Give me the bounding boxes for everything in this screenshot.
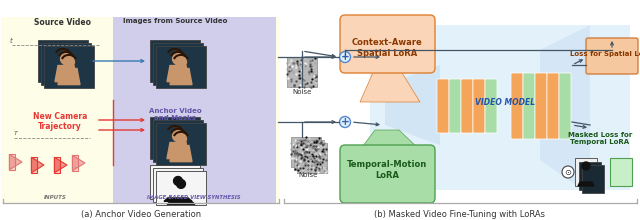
FancyBboxPatch shape bbox=[156, 171, 206, 205]
FancyBboxPatch shape bbox=[586, 38, 638, 74]
Polygon shape bbox=[167, 201, 195, 204]
FancyBboxPatch shape bbox=[44, 46, 94, 88]
Polygon shape bbox=[540, 25, 590, 195]
Text: Loss for Spatial LoRA: Loss for Spatial LoRA bbox=[570, 51, 640, 57]
FancyBboxPatch shape bbox=[41, 43, 91, 85]
Text: +: + bbox=[340, 117, 349, 127]
Text: (a) Anchor Video Generation: (a) Anchor Video Generation bbox=[81, 210, 201, 219]
FancyBboxPatch shape bbox=[473, 79, 485, 133]
Text: ⊙: ⊙ bbox=[564, 167, 572, 176]
Text: IMAGE-BASED VIEW SYNTHESIS: IMAGE-BASED VIEW SYNTHESIS bbox=[147, 195, 241, 200]
FancyBboxPatch shape bbox=[1, 17, 279, 203]
Polygon shape bbox=[54, 157, 67, 173]
Polygon shape bbox=[54, 157, 60, 173]
Text: Anchor Video
and Masks: Anchor Video and Masks bbox=[148, 108, 202, 121]
Polygon shape bbox=[58, 68, 80, 85]
Circle shape bbox=[170, 128, 180, 138]
Text: INPUTS: INPUTS bbox=[44, 195, 67, 200]
Text: (b) Masked Video Fine-Tuning with LoRAs: (b) Masked Video Fine-Tuning with LoRAs bbox=[374, 210, 545, 219]
FancyBboxPatch shape bbox=[150, 40, 200, 82]
FancyBboxPatch shape bbox=[511, 73, 523, 139]
Text: T: T bbox=[14, 131, 18, 136]
FancyBboxPatch shape bbox=[156, 123, 206, 165]
Circle shape bbox=[171, 174, 179, 182]
Circle shape bbox=[339, 117, 351, 128]
Text: Images from Source Video: Images from Source Video bbox=[123, 18, 227, 24]
FancyBboxPatch shape bbox=[291, 137, 321, 167]
FancyBboxPatch shape bbox=[153, 120, 203, 162]
Polygon shape bbox=[10, 154, 22, 170]
FancyBboxPatch shape bbox=[287, 57, 317, 87]
Polygon shape bbox=[10, 154, 15, 170]
Circle shape bbox=[582, 162, 590, 170]
Polygon shape bbox=[360, 130, 420, 150]
Text: ...: ... bbox=[70, 160, 79, 170]
Polygon shape bbox=[360, 68, 420, 102]
FancyBboxPatch shape bbox=[449, 79, 461, 133]
Polygon shape bbox=[167, 143, 189, 159]
Circle shape bbox=[63, 57, 74, 67]
Circle shape bbox=[175, 57, 186, 67]
Polygon shape bbox=[385, 65, 440, 145]
FancyBboxPatch shape bbox=[559, 73, 571, 139]
FancyBboxPatch shape bbox=[575, 158, 597, 186]
Polygon shape bbox=[170, 145, 192, 162]
FancyBboxPatch shape bbox=[294, 140, 324, 170]
Text: t: t bbox=[10, 38, 13, 44]
Text: Noise: Noise bbox=[298, 172, 317, 178]
FancyBboxPatch shape bbox=[113, 17, 276, 203]
FancyBboxPatch shape bbox=[156, 46, 206, 88]
FancyBboxPatch shape bbox=[297, 143, 327, 173]
FancyBboxPatch shape bbox=[340, 15, 435, 73]
FancyBboxPatch shape bbox=[153, 168, 203, 202]
FancyBboxPatch shape bbox=[150, 165, 200, 199]
FancyBboxPatch shape bbox=[547, 73, 559, 139]
FancyBboxPatch shape bbox=[38, 40, 88, 82]
FancyBboxPatch shape bbox=[610, 158, 632, 186]
FancyBboxPatch shape bbox=[535, 73, 547, 139]
Text: Masked Loss for
Temporal LoRA: Masked Loss for Temporal LoRA bbox=[568, 132, 632, 145]
Circle shape bbox=[173, 53, 184, 64]
Polygon shape bbox=[164, 198, 192, 201]
Polygon shape bbox=[52, 62, 74, 79]
Circle shape bbox=[177, 180, 186, 188]
Text: Context-Aware
Spatial LoRA: Context-Aware Spatial LoRA bbox=[351, 38, 422, 58]
Polygon shape bbox=[55, 66, 77, 82]
Polygon shape bbox=[170, 68, 192, 85]
FancyBboxPatch shape bbox=[340, 145, 435, 203]
FancyBboxPatch shape bbox=[582, 165, 604, 193]
Circle shape bbox=[339, 51, 351, 62]
Polygon shape bbox=[31, 157, 37, 173]
Polygon shape bbox=[72, 155, 85, 171]
Polygon shape bbox=[167, 66, 189, 82]
Polygon shape bbox=[164, 62, 186, 79]
FancyBboxPatch shape bbox=[461, 79, 473, 133]
FancyBboxPatch shape bbox=[150, 117, 200, 159]
Text: Source Video: Source Video bbox=[35, 18, 92, 27]
Circle shape bbox=[61, 53, 72, 64]
Polygon shape bbox=[161, 195, 189, 198]
FancyBboxPatch shape bbox=[437, 79, 449, 133]
FancyBboxPatch shape bbox=[153, 43, 203, 85]
FancyBboxPatch shape bbox=[485, 79, 497, 133]
Polygon shape bbox=[31, 157, 44, 173]
Polygon shape bbox=[578, 182, 594, 186]
Text: New Camera
Trajectory: New Camera Trajectory bbox=[33, 112, 87, 131]
Polygon shape bbox=[164, 139, 186, 156]
Circle shape bbox=[170, 51, 180, 61]
Polygon shape bbox=[370, 25, 630, 190]
Text: Noise: Noise bbox=[292, 89, 312, 95]
Text: VIDEO MODEL: VIDEO MODEL bbox=[475, 97, 535, 106]
Circle shape bbox=[173, 130, 184, 141]
FancyBboxPatch shape bbox=[523, 73, 535, 139]
Circle shape bbox=[173, 176, 182, 185]
Text: Temporal-Motion
LoRA: Temporal-Motion LoRA bbox=[347, 160, 427, 180]
Circle shape bbox=[175, 134, 186, 144]
Polygon shape bbox=[72, 155, 78, 171]
Text: +: + bbox=[340, 52, 349, 62]
FancyBboxPatch shape bbox=[579, 161, 600, 189]
Circle shape bbox=[58, 51, 68, 61]
Circle shape bbox=[562, 166, 574, 178]
